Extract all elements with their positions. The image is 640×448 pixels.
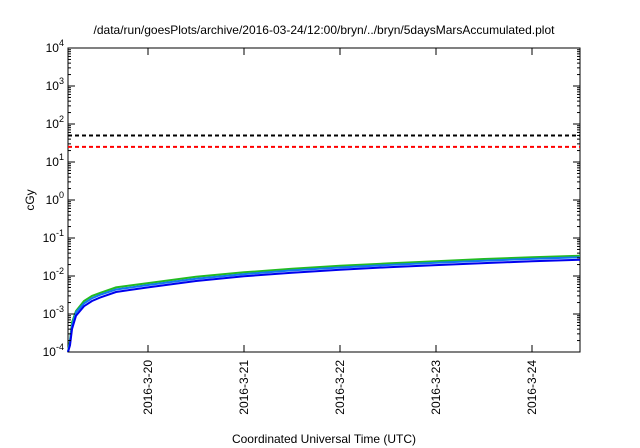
x-tick-label: 2016-3-24 (525, 360, 539, 415)
y-tick-base: 10 (46, 79, 60, 93)
y-tick-exponent: 1 (59, 152, 64, 162)
y-tick-label: 10-3 (43, 304, 64, 321)
y-tick-base: 10 (46, 41, 60, 55)
y-tick-exponent: 0 (59, 190, 64, 200)
y-tick-base: 10 (43, 231, 57, 245)
y-tick-exponent: 3 (59, 76, 64, 86)
y-tick-label: 102 (46, 114, 64, 131)
y-tick-exponent: -1 (56, 228, 64, 238)
y-tick-label: 104 (46, 38, 64, 55)
y-tick-base: 10 (46, 193, 60, 207)
x-tick-label: 2016-3-21 (237, 360, 251, 415)
y-tick-base: 10 (43, 269, 57, 283)
data-series (67, 254, 581, 353)
series-line (67, 258, 581, 353)
y-tick-base: 10 (46, 117, 60, 131)
y-tick-exponent: -4 (56, 342, 64, 352)
y-tick-exponent: 2 (59, 114, 64, 124)
y-tick-base: 10 (43, 345, 57, 359)
x-tick-label: 2016-3-23 (429, 360, 443, 415)
x-tick-label: 2016-3-20 (141, 360, 155, 415)
y-axis-label: cGy (23, 189, 37, 210)
y-tick-label: 10-1 (43, 228, 64, 245)
series-line (67, 256, 581, 353)
x-tick-label: 2016-3-22 (333, 360, 347, 415)
reference-lines (68, 134, 580, 148)
chart-title: /data/run/goesPlots/archive/2016-03-24/1… (94, 23, 556, 37)
y-tick-label: 101 (46, 152, 64, 169)
y-tick-exponent: -2 (56, 266, 64, 276)
y-tick-label: 10-4 (43, 342, 64, 359)
x-axis-label: Coordinated Universal Time (UTC) (232, 432, 416, 446)
y-tick-exponent: -3 (56, 304, 64, 314)
x-axis: 2016-3-20 2016-3-21 2016-3-22 2016-3-23 2016… (141, 48, 539, 415)
y-tick-label: 100 (46, 190, 64, 207)
y-tick-label: 10-2 (43, 266, 64, 283)
y-tick-base: 10 (43, 307, 57, 321)
y-tick-base: 10 (46, 155, 60, 169)
y-tick-exponent: 4 (59, 38, 64, 48)
plot-area (67, 47, 581, 353)
y-tick-label: 103 (46, 76, 64, 93)
